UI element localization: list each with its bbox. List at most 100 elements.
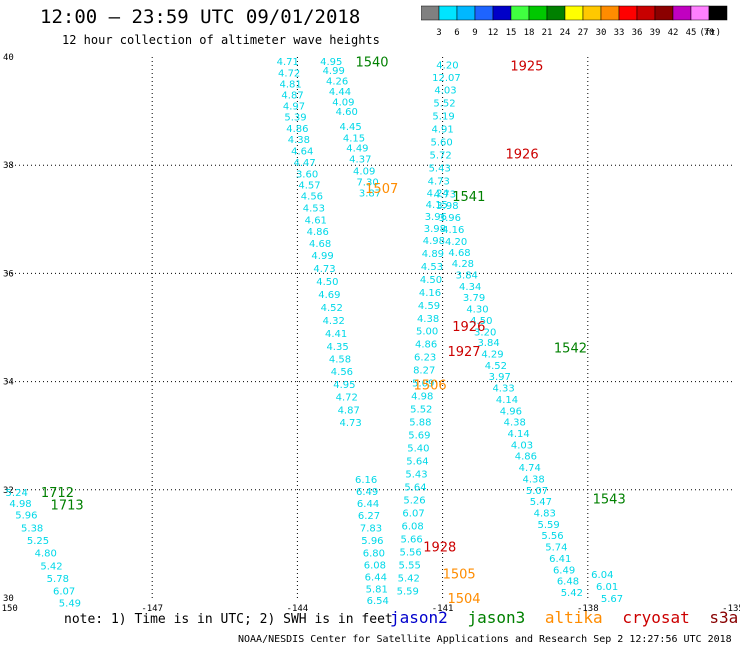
- track-time-label: 1926: [452, 320, 485, 335]
- wave-height-label: 5.40: [407, 444, 429, 455]
- wave-height-label: 4.72: [336, 393, 358, 404]
- wave-height-label: 5.67: [601, 594, 623, 605]
- wave-height-label: 4.20: [445, 237, 467, 248]
- track-time-label: 1507: [365, 182, 398, 197]
- wave-height-label: 4.47: [294, 158, 316, 169]
- colorbar-tick-label: 27: [578, 28, 589, 38]
- wave-height-label: 4.49: [346, 143, 368, 154]
- wave-height-label: 6.01: [596, 582, 618, 593]
- wave-height-label: 5.09: [412, 379, 434, 390]
- colorbar-tick-label: 24: [560, 28, 571, 38]
- wave-height-label: 4.15: [426, 200, 448, 211]
- wave-height-label: 4.37: [349, 155, 371, 166]
- wave-height-label: 6.54: [367, 596, 389, 607]
- wave-height-label: 6.44: [365, 572, 387, 583]
- wave-height-label: 4.50: [470, 316, 492, 327]
- wave-height-label: 7.30: [356, 177, 378, 188]
- wave-height-label: 4.53: [303, 203, 325, 214]
- wave-height-label: 5.07: [526, 486, 548, 497]
- wave-height-label: 5.59: [537, 520, 559, 531]
- track-time-label: 1928: [423, 541, 456, 556]
- wave-height-label: 6.07: [402, 509, 424, 520]
- footer-credit: NOAA/NESDIS Center for Satellite Applica…: [238, 634, 732, 645]
- wave-height-label: 4.35: [326, 342, 348, 353]
- wave-height-label: 5.64: [404, 483, 426, 494]
- map-title: 12:00 – 23:59 UTC 09/01/2018: [40, 6, 361, 28]
- wave-height-label: 5.81: [366, 584, 388, 595]
- wave-height-label: 5.42: [40, 562, 62, 573]
- wave-height-label: 4.71: [277, 57, 299, 68]
- wave-height-label: 5.88: [409, 418, 431, 429]
- wave-height-label: 4.86: [307, 227, 329, 238]
- colorbar-tick-label: 12: [488, 28, 499, 38]
- wave-height-label: 5.72: [430, 150, 452, 161]
- wave-height-label: 4.53: [421, 262, 443, 273]
- wave-height-label: 4.86: [515, 452, 537, 463]
- colorbar-tick-label: 33: [614, 28, 625, 38]
- wave-height-label: 4.52: [321, 303, 343, 314]
- wave-height-label: 4.99: [323, 66, 345, 77]
- wave-height-label: 4.38: [288, 135, 310, 146]
- wave-height-label: 5.43: [405, 470, 427, 481]
- wave-height-label: 4.74: [519, 463, 541, 474]
- track-time-label: 1506: [414, 378, 447, 393]
- wave-height-label: 4.56: [331, 367, 353, 378]
- wave-height-label: 4.97: [283, 102, 305, 113]
- wave-height-label: 4.80: [35, 549, 57, 560]
- wave-height-label: 6.07: [53, 586, 75, 597]
- y-tick-label: 30: [3, 594, 14, 604]
- wave-height-label: 3.79: [463, 293, 485, 304]
- colorbar-tick-label: 36: [632, 28, 643, 38]
- track-time-label: 1927: [447, 345, 480, 360]
- wave-height-label: 6.49: [356, 487, 378, 498]
- wave-height-label: 6.08: [401, 522, 423, 533]
- wave-height-label: 6.41: [549, 554, 571, 565]
- wave-height-label: 4.38: [417, 314, 439, 325]
- wave-height-label: 4.99: [311, 251, 333, 262]
- wave-height-label: 4.20: [436, 61, 458, 72]
- wave-height-label: 6.48: [557, 577, 579, 588]
- wave-height-label: 5.38: [21, 524, 43, 535]
- colorbar-tick-label: 18: [524, 28, 535, 38]
- wave-height-label: 4.83: [534, 509, 556, 520]
- wave-height-label: 6.80: [363, 549, 385, 560]
- wave-height-label: 3.84: [477, 338, 499, 349]
- colorbar-tick-label: 15: [506, 28, 517, 38]
- colorbar-tick-label: 39: [650, 28, 661, 38]
- wave-height-label: 4.09: [353, 167, 375, 178]
- wave-height-label: 6.23: [414, 353, 436, 364]
- wave-height-label: 4.58: [329, 354, 351, 365]
- wave-height-label: 7.83: [360, 524, 382, 535]
- wave-height-label: 5.25: [27, 536, 49, 547]
- wave-height-label: 4.24: [427, 188, 449, 199]
- wave-height-label: 3.98: [424, 224, 446, 235]
- wave-height-label: 4.16: [419, 288, 441, 299]
- wave-height-label: 4.50: [420, 275, 442, 286]
- wave-height-label: 4.03: [511, 440, 533, 451]
- wave-height-label: 4.15: [343, 134, 365, 145]
- wave-height-label: 4.45: [340, 122, 362, 133]
- wave-height-label: 4.96: [500, 406, 522, 417]
- wave-height-label: 4.73: [428, 176, 450, 187]
- track-time-label: 1542: [554, 342, 587, 357]
- wave-height-label: 4.52: [485, 361, 507, 372]
- wave-height-label: 6.49: [553, 565, 575, 576]
- wave-height-label: 8.27: [413, 366, 435, 377]
- map-subtitle: 12 hour collection of altimeter wave hei…: [62, 33, 380, 47]
- colorbar-tick-label: 42: [668, 28, 679, 38]
- wave-height-label: 5.69: [408, 431, 430, 442]
- wave-height-label: 6.44: [357, 499, 379, 510]
- wave-height-label: 4.98: [411, 392, 433, 403]
- wave-height-label: 6.27: [358, 511, 380, 522]
- track-time-label: 1504: [447, 592, 480, 607]
- wave-height-label: 4.33: [492, 384, 514, 395]
- wave-height-label: 4.29: [481, 349, 503, 360]
- track-time-label: 1505: [443, 568, 476, 583]
- wave-height-label: 4.26: [326, 76, 348, 87]
- wave-height-label: 4.38: [522, 474, 544, 485]
- track-time-label: 1540: [355, 55, 388, 70]
- wave-height-label: 5.39: [284, 113, 306, 124]
- wave-height-label: 4.34: [459, 282, 481, 293]
- wave-height-label: 4.72: [278, 69, 300, 80]
